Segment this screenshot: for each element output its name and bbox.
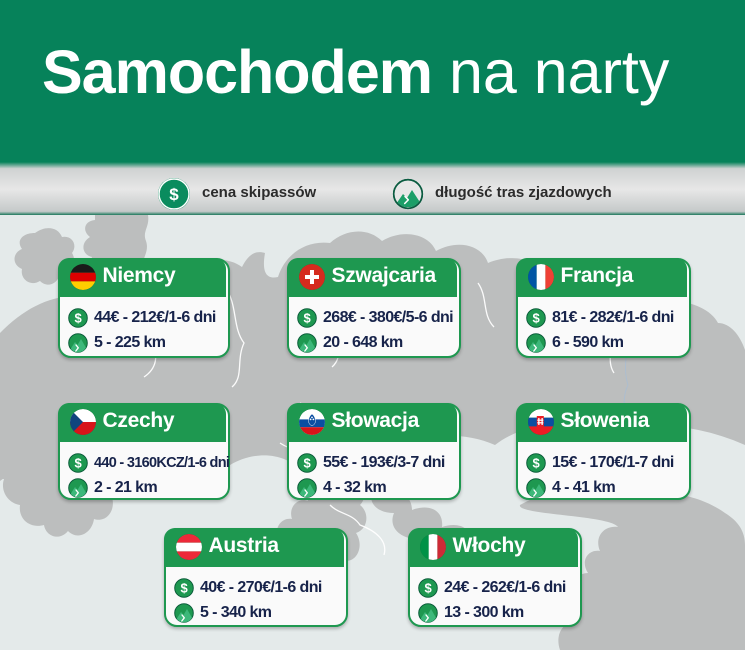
- svg-text:$: $: [424, 581, 432, 596]
- svg-text:$: $: [74, 456, 82, 471]
- svg-text:$: $: [303, 456, 311, 471]
- svg-text:$: $: [180, 581, 188, 596]
- svg-text:$: $: [532, 456, 540, 471]
- svg-text:$: $: [169, 185, 179, 204]
- svg-text:$: $: [74, 311, 82, 326]
- svg-text:$: $: [303, 311, 311, 326]
- svg-text:$: $: [532, 311, 540, 326]
